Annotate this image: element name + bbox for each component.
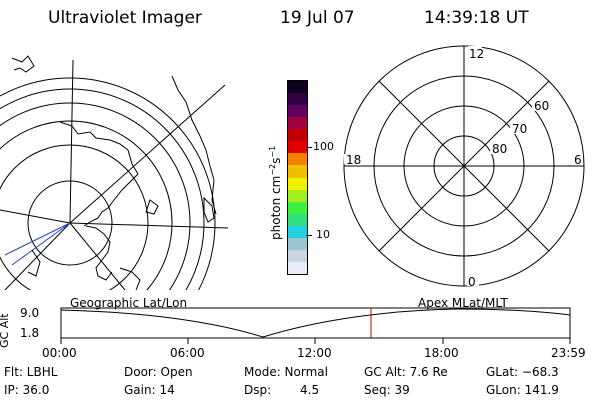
colorbar-segment bbox=[288, 201, 307, 214]
colorbar-segment bbox=[288, 261, 307, 274]
mlt-label-18: 18 bbox=[346, 153, 361, 167]
mlt-label-0: 0 bbox=[468, 275, 476, 289]
coastlines bbox=[11, 55, 217, 290]
ip-info: IP: 36.0 bbox=[4, 383, 50, 397]
geographic-caption: Geographic Lat/Lon bbox=[70, 296, 188, 310]
gain-info: Gain: 14 bbox=[124, 383, 175, 397]
glat-info: GLat: −68.3 bbox=[486, 365, 559, 379]
dsp-value: 4.5 bbox=[300, 383, 320, 397]
colorbar-tick-label-low: 10 bbox=[316, 228, 330, 241]
time-tick-2359: 23:59 bbox=[551, 346, 586, 360]
colorbar-segment bbox=[288, 129, 307, 142]
mlat-label-80: 80 bbox=[492, 142, 507, 156]
colorbar bbox=[287, 80, 308, 275]
track-line bbox=[4, 222, 71, 256]
time-tick-1200: 12:00 bbox=[297, 346, 332, 360]
colorbar-segment bbox=[288, 237, 307, 250]
mlt-label-6: 6 bbox=[574, 153, 582, 167]
dsp-label: Dsp: bbox=[244, 383, 272, 397]
latitude-circles bbox=[0, 77, 216, 290]
instrument-title: Ultraviolet Imager bbox=[48, 8, 202, 28]
colorbar-tick-label-high: 100 bbox=[313, 140, 334, 153]
time-tick-0600: 06:00 bbox=[170, 346, 205, 360]
seq-info: Seq: 39 bbox=[364, 383, 410, 397]
observation-time: 14:39:18 UT bbox=[424, 8, 529, 28]
colorbar-tick bbox=[306, 147, 312, 148]
colorbar-tick bbox=[306, 235, 312, 236]
apex-caption: Apex MLat/MLT bbox=[418, 296, 508, 310]
gc-alt-info: GC Alt: 7.6 Re bbox=[364, 365, 448, 379]
colorbar-segment bbox=[288, 81, 307, 94]
colorbar-segment bbox=[288, 225, 307, 238]
y-axis-bottom-label: 1.8 bbox=[20, 326, 40, 340]
observation-date: 19 Jul 07 bbox=[280, 8, 355, 28]
geographic-map bbox=[0, 55, 228, 290]
y-axis-top-label: 9.0 bbox=[20, 306, 40, 320]
mode-info: Mode: Normal bbox=[244, 365, 328, 379]
gc-alt-axis-label: GC Alt bbox=[0, 313, 11, 348]
polar-plot: 12 0 18 6 60 70 80 bbox=[343, 45, 585, 289]
colorbar-segment bbox=[288, 249, 307, 262]
colorbar-segment bbox=[288, 105, 307, 118]
glon-info: GLon: 141.9 bbox=[486, 383, 559, 397]
polar-diagonal bbox=[378, 80, 550, 252]
track-line bbox=[11, 222, 71, 266]
filter-info: Flt: LBHL bbox=[4, 365, 58, 379]
colorbar-unit-label: photon cm−2s−1 bbox=[268, 145, 283, 240]
mlt-label-12: 12 bbox=[469, 47, 484, 61]
mlat-label-60: 60 bbox=[534, 99, 549, 113]
door-info: Door: Open bbox=[124, 365, 193, 379]
altitude-curve bbox=[60, 308, 571, 338]
colorbar-segment bbox=[288, 165, 307, 178]
colorbar-segment bbox=[288, 153, 307, 166]
time-tick-0000: 00:00 bbox=[42, 346, 77, 360]
colorbar-segment bbox=[288, 177, 307, 190]
colorbar-segment bbox=[288, 141, 307, 154]
mlat-label-70: 70 bbox=[512, 122, 527, 136]
colorbar-segment bbox=[288, 213, 307, 226]
colorbar-segment bbox=[288, 189, 307, 202]
colorbar-segment bbox=[288, 93, 307, 106]
time-tick-1800: 18:00 bbox=[424, 346, 459, 360]
colorbar-segment bbox=[288, 117, 307, 130]
longitude-lines bbox=[0, 59, 228, 290]
altitude-timeline bbox=[60, 307, 571, 344]
